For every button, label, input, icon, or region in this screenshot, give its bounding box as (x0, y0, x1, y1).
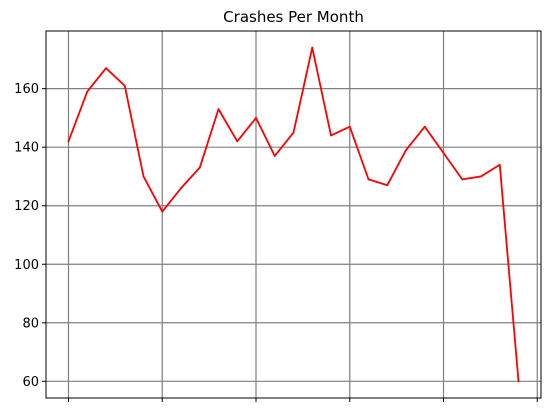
data-point (292, 131, 295, 134)
data-point (311, 46, 314, 49)
y-tick-label: 60 (22, 375, 39, 390)
data-point (442, 152, 445, 154)
data-point (198, 166, 201, 169)
chart-title: Crashes Per Month (223, 8, 364, 26)
data-point (517, 380, 520, 383)
data-point (480, 175, 482, 178)
y-tick-label: 160 (14, 82, 39, 97)
data-point (86, 90, 89, 93)
data-point (273, 155, 276, 157)
y-tick-label: 120 (14, 199, 39, 214)
grid-lines (46, 31, 541, 398)
plot-area-frame (45, 30, 542, 399)
data-point (161, 210, 164, 213)
data-point (367, 178, 370, 181)
series-line (67, 46, 520, 382)
data-point (105, 67, 107, 70)
data-point (423, 125, 426, 128)
data-point (255, 117, 257, 119)
data-point (236, 140, 239, 143)
data-point (180, 187, 182, 190)
data-point (498, 163, 501, 166)
y-tick-label: 80 (22, 316, 39, 331)
data-point (461, 178, 464, 181)
series-layer (67, 46, 520, 383)
y-tick-label: 100 (14, 258, 39, 273)
data-point (217, 108, 220, 111)
data-point (67, 140, 70, 143)
data-point (348, 125, 351, 128)
data-point (142, 175, 145, 178)
data-point (330, 134, 332, 137)
axis-ticks: 60 80 100 120 140 160 (14, 82, 538, 402)
y-tick-label: 140 (14, 141, 39, 156)
data-point (405, 149, 407, 152)
data-point (386, 184, 389, 187)
data-point (123, 84, 126, 87)
